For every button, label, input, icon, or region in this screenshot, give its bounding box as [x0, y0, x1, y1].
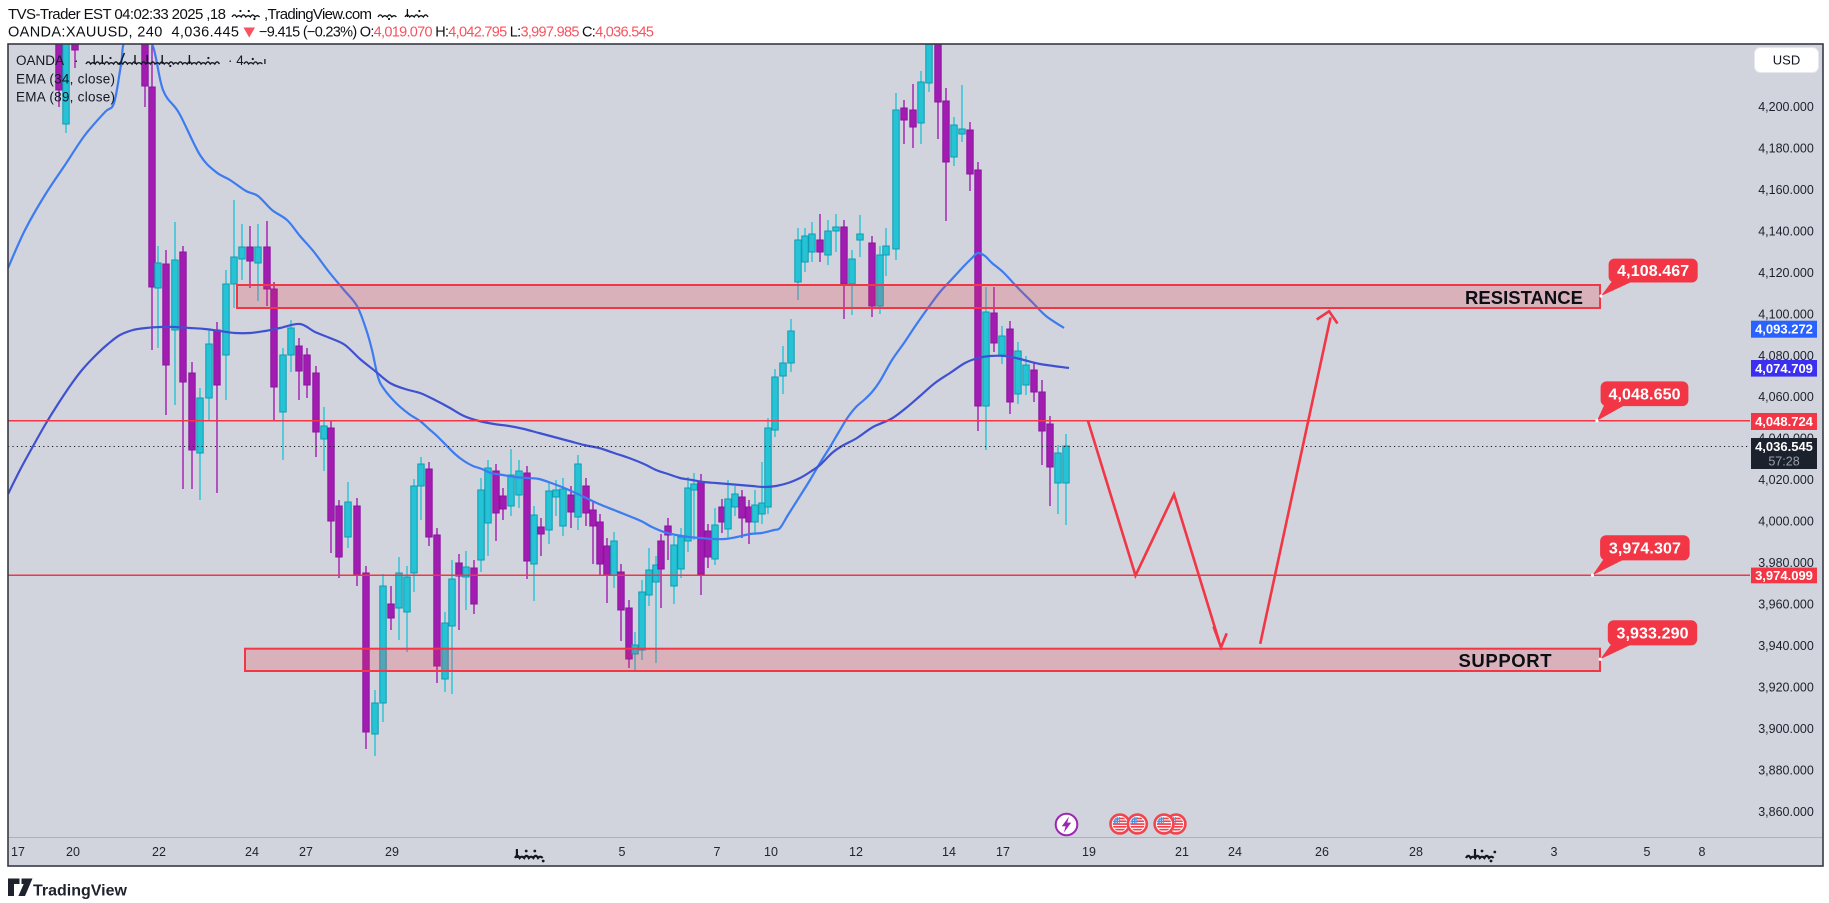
svg-text:3,974.099: 3,974.099 — [1755, 568, 1813, 583]
svg-text:7: 7 — [714, 845, 721, 859]
svg-text:3,960.000: 3,960.000 — [1758, 598, 1814, 612]
svg-text:4,080.000: 4,080.000 — [1758, 349, 1814, 363]
svg-text:4,140.000: 4,140.000 — [1758, 224, 1814, 238]
svg-text:26: 26 — [1315, 845, 1329, 859]
svg-text:28: 28 — [1409, 845, 1423, 859]
svg-text:−9.415 (−0.23%) O:4,019.070 H:: −9.415 (−0.23%) O:4,019.070 H:4,042.795 … — [259, 25, 654, 41]
svg-text:4,160.000: 4,160.000 — [1758, 183, 1814, 197]
svg-text:4,180.000: 4,180.000 — [1758, 142, 1814, 156]
svg-text:14: 14 — [942, 845, 956, 859]
svg-text:3: 3 — [1551, 845, 1558, 859]
svg-text:20: 20 — [66, 845, 80, 859]
svg-text:5: 5 — [1644, 845, 1651, 859]
svg-text:21: 21 — [1175, 845, 1189, 859]
svg-text:3,933.290: 3,933.290 — [1617, 625, 1689, 642]
svg-text:TradingView: TradingView — [33, 883, 128, 900]
svg-text:17: 17 — [996, 845, 1010, 859]
svg-text:SUPPORT: SUPPORT — [1459, 650, 1553, 671]
svg-text:4,048.650: 4,048.650 — [1609, 386, 1681, 403]
svg-text:3,920.000: 3,920.000 — [1758, 680, 1814, 694]
svg-text:4,048.724: 4,048.724 — [1755, 414, 1814, 429]
svg-text:22: 22 — [152, 845, 166, 859]
svg-text:10: 10 — [764, 845, 778, 859]
svg-text:,TradingView.com: ,TradingView.com — [264, 6, 372, 23]
svg-text:4,074.709: 4,074.709 — [1755, 361, 1813, 376]
svg-text:4,000.000: 4,000.000 — [1758, 515, 1814, 529]
svg-text:12: 12 — [849, 845, 863, 859]
svg-text:EMA (34, close): EMA (34, close) — [16, 72, 115, 87]
svg-text:24: 24 — [1228, 845, 1242, 859]
svg-text:4,200.000: 4,200.000 — [1758, 100, 1814, 114]
svg-text:3,900.000: 3,900.000 — [1758, 722, 1814, 736]
svg-text:29: 29 — [385, 845, 399, 859]
svg-text:EMA (89, close): EMA (89, close) — [16, 90, 115, 105]
svg-text:57:28: 57:28 — [1768, 455, 1799, 469]
svg-text:3,940.000: 3,940.000 — [1758, 639, 1814, 653]
svg-text:3,980.000: 3,980.000 — [1758, 556, 1814, 570]
svg-text:USD: USD — [1773, 53, 1800, 68]
svg-text:TVS-Trader EST 04:02:33 2025 ,: TVS-Trader EST 04:02:33 2025 ,18 — [8, 6, 226, 23]
svg-text:OANDA: OANDA — [16, 53, 64, 68]
svg-text:24: 24 — [245, 845, 259, 859]
svg-text:OANDA:XAUUSD, 240 4,036.445: OANDA:XAUUSD, 240 4,036.445 — [8, 25, 239, 41]
svg-text:5: 5 — [619, 845, 626, 859]
svg-text:17: 17 — [11, 845, 25, 859]
svg-text:4,108.467: 4,108.467 — [1617, 263, 1689, 280]
svg-text:4,093.272: 4,093.272 — [1755, 322, 1813, 337]
svg-text:·: · — [74, 53, 79, 68]
svg-text:4,036.545: 4,036.545 — [1755, 439, 1813, 454]
svg-text:3,880.000: 3,880.000 — [1758, 763, 1814, 777]
svg-text:8: 8 — [1699, 845, 1706, 859]
svg-text:4,060.000: 4,060.000 — [1758, 390, 1814, 404]
svg-text:4,100.000: 4,100.000 — [1758, 307, 1814, 321]
svg-text:4,120.000: 4,120.000 — [1758, 266, 1814, 280]
svg-text:3,860.000: 3,860.000 — [1758, 805, 1814, 819]
svg-text:· 4: · 4 — [228, 53, 244, 68]
svg-text:27: 27 — [299, 845, 313, 859]
svg-text:3,974.307: 3,974.307 — [1609, 540, 1681, 557]
svg-text:4,020.000: 4,020.000 — [1758, 473, 1814, 487]
svg-text:RESISTANCE: RESISTANCE — [1465, 287, 1583, 308]
svg-text:19: 19 — [1082, 845, 1096, 859]
